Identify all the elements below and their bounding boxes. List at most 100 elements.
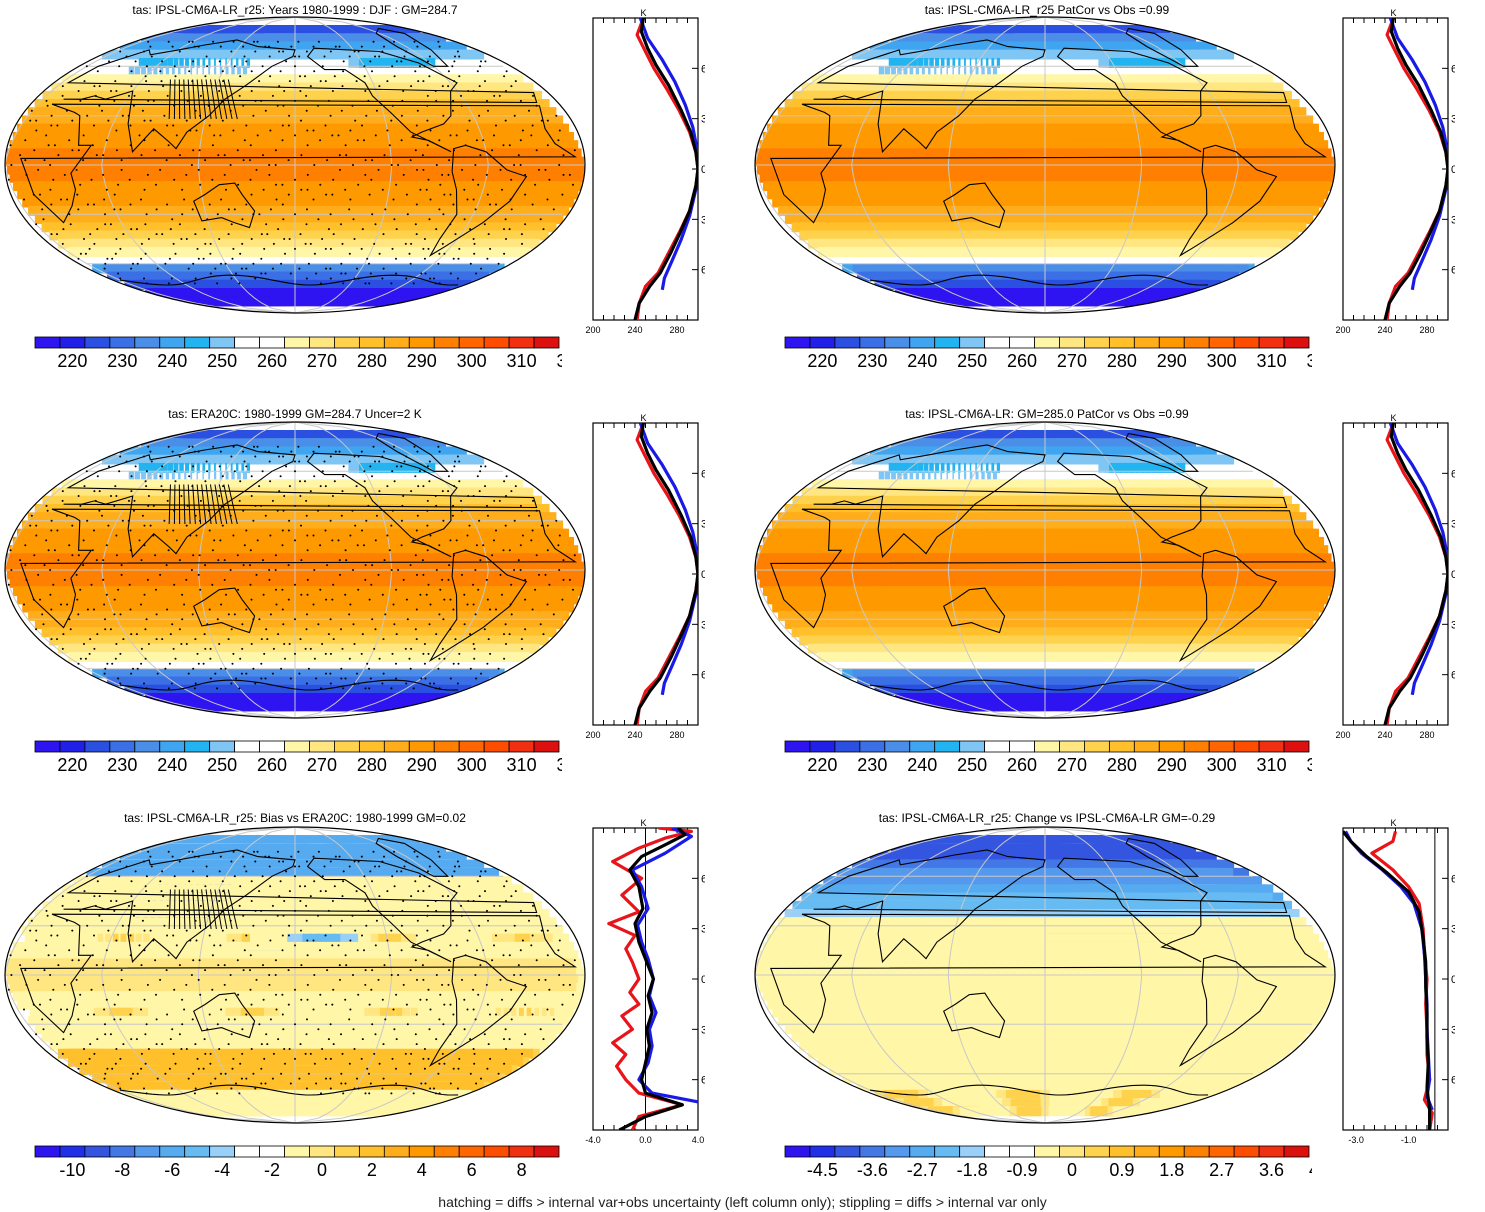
colorbar-swatch <box>34 336 61 349</box>
stipple-dot <box>231 257 234 260</box>
map-cell <box>915 66 920 76</box>
stipple-dot <box>413 40 416 43</box>
stipple-dot <box>510 208 513 211</box>
stipple-dot <box>341 85 344 88</box>
map-cell <box>34 99 542 109</box>
map-cell <box>909 66 914 76</box>
stipple-dot <box>360 45 363 48</box>
stipple-dot <box>480 267 482 270</box>
stipple-dot <box>274 149 277 152</box>
stipple-dot <box>211 144 214 147</box>
stipple-dot <box>463 188 466 191</box>
stipple-dot <box>323 55 326 58</box>
stipple-dot <box>374 223 377 226</box>
stipple-dot <box>268 173 271 176</box>
stipple-dot <box>23 198 25 201</box>
map-cell <box>851 49 1216 60</box>
stipple-dot <box>102 173 105 176</box>
stipple-dot <box>373 242 376 245</box>
stipple-dot <box>393 218 396 221</box>
map-cell <box>185 57 190 68</box>
stipple-dot <box>337 134 340 137</box>
stipple-dot <box>47 144 50 147</box>
map-cell <box>134 66 141 76</box>
stipple-dot <box>458 75 461 78</box>
map-cell <box>533 99 550 109</box>
stipple-dot <box>119 247 122 250</box>
map-cell <box>42 90 533 101</box>
stipple-dot <box>230 223 233 226</box>
stipple-dot <box>519 164 522 166</box>
stipple-dot <box>466 129 469 132</box>
stipple-dot <box>475 139 478 142</box>
map-cell <box>755 156 1327 167</box>
stipple-dot <box>95 154 98 157</box>
map-cell <box>61 74 512 85</box>
stipple-dot <box>94 94 97 97</box>
colorbar-swatch <box>284 336 310 349</box>
colorbar-swatch <box>309 336 335 349</box>
map-cell <box>762 131 1317 142</box>
stipple-dot <box>278 50 281 53</box>
stipple-dot <box>242 104 245 107</box>
stipple-dot <box>452 257 455 260</box>
stipple-dot <box>263 247 266 250</box>
stipple-dot <box>233 208 236 211</box>
zonal-line-black <box>633 18 698 320</box>
stipple-dot <box>474 208 477 211</box>
stipple-dot <box>250 238 253 240</box>
stipple-dot <box>372 40 375 43</box>
stipple-dot <box>321 65 324 68</box>
stipple-dot <box>199 183 202 186</box>
stipple-dot <box>130 85 133 88</box>
map-cell <box>1209 49 1235 60</box>
map-cell <box>173 57 179 68</box>
stipple-dot <box>514 80 517 83</box>
stipple-dot <box>106 257 109 260</box>
stipple-dot <box>453 80 456 83</box>
stipple-dot <box>454 55 456 58</box>
stipple-dot <box>294 247 296 250</box>
stipple-dot <box>164 262 167 265</box>
map-cell <box>934 66 937 76</box>
stipple-dot <box>159 168 162 171</box>
stipple-dot <box>120 168 123 171</box>
stipple-dot <box>178 154 181 157</box>
stipple-dot <box>352 164 354 166</box>
stipple-dot <box>454 233 457 236</box>
stipple-dot <box>86 203 89 206</box>
stipple-dot <box>472 198 475 201</box>
stipple-dot <box>147 90 150 92</box>
stipple-dot <box>558 164 561 166</box>
colorbar-label: 270 <box>307 351 337 371</box>
stipple-dot <box>340 109 343 112</box>
stipple-dot <box>361 228 364 231</box>
stipple-dot <box>304 75 306 78</box>
stipple-dot <box>250 70 253 73</box>
stipple-dot <box>305 109 308 112</box>
stipple-dot <box>313 70 316 73</box>
stipple-dot <box>212 40 215 43</box>
stipple-dot <box>204 75 207 78</box>
stipple-dot <box>91 144 94 147</box>
stipple-dot <box>155 208 158 211</box>
stipple-dot <box>386 80 389 83</box>
stipple-dot <box>472 238 475 240</box>
stipple-dot <box>224 262 227 265</box>
stipple-dot <box>261 65 264 68</box>
stipple-dot <box>423 65 426 68</box>
stipple-dot <box>414 149 417 152</box>
stipple-dot <box>447 70 450 73</box>
stipple-dot <box>266 233 269 236</box>
coastline <box>20 103 578 224</box>
stipple-dot <box>468 119 471 122</box>
map-cell <box>1283 99 1300 109</box>
stipple-dot <box>355 80 358 83</box>
stipple-dot <box>329 50 332 53</box>
map-cell <box>165 66 170 76</box>
stipple-dot <box>452 99 455 102</box>
stipple-dot <box>232 129 235 132</box>
stipple-dot <box>469 228 472 231</box>
stipple-dot <box>50 233 53 236</box>
stipple-dot <box>447 173 450 176</box>
